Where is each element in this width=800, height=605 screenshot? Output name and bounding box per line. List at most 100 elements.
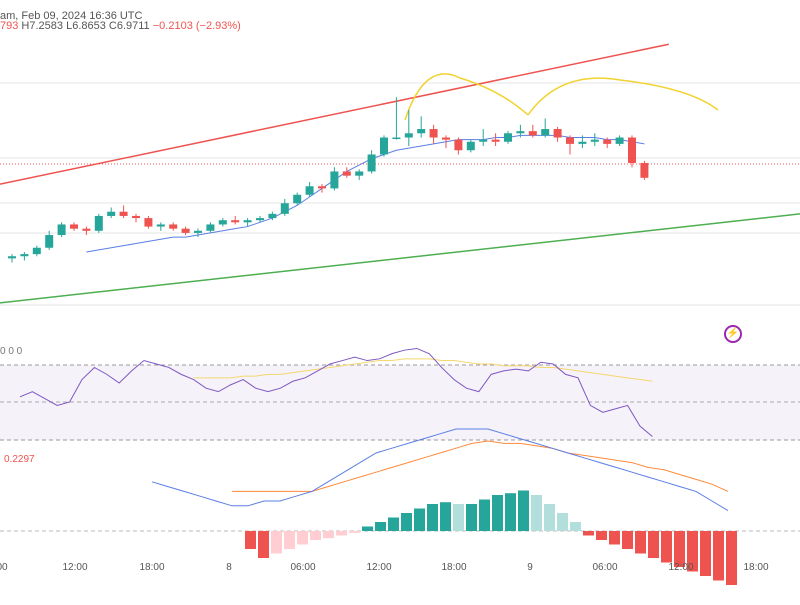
candle-body [57, 224, 66, 236]
macd-histogram-bar [505, 493, 516, 531]
macd-histogram-bar [401, 513, 412, 531]
candle-body [132, 215, 140, 219]
macd-histogram-bar [557, 513, 568, 531]
candle-body [194, 230, 202, 233]
macd-histogram-bar [570, 522, 581, 531]
low-value: L6.8653 [66, 20, 106, 32]
macd-histogram-bar [635, 531, 646, 554]
candle-body [380, 137, 388, 155]
candle-body [640, 162, 649, 178]
x-tick-label: 8 [226, 562, 232, 573]
close-value: C6.9711 [108, 20, 150, 32]
macd-histogram-bar [622, 531, 633, 549]
open-value: 793 [0, 20, 19, 32]
candle-body [94, 215, 103, 231]
macd-histogram-bar [661, 531, 672, 563]
candle-body [454, 139, 463, 151]
candle-body [181, 228, 190, 233]
macd-histogram-bar [700, 531, 711, 576]
candle-body [615, 137, 624, 144]
macd-histogram-bar [245, 531, 256, 549]
candle-body [231, 220, 240, 223]
candle-body [330, 171, 339, 189]
macd-histogram-bar [271, 531, 282, 554]
candle-body [429, 129, 438, 138]
candle-body [355, 171, 364, 176]
macd-histogram-bar [674, 531, 685, 567]
candle-body [603, 139, 612, 144]
candle-body [280, 203, 289, 214]
candle-body [20, 254, 29, 257]
candle-body [528, 131, 537, 136]
candle-body [32, 247, 41, 255]
candle-body [8, 256, 16, 259]
candle-body [156, 224, 165, 227]
macd-histogram-bar [336, 531, 347, 536]
macd-histogram-bar [440, 502, 451, 531]
candle-body [578, 141, 587, 144]
candle-body [392, 137, 401, 140]
candle-body [243, 220, 252, 223]
macd-signal-line [232, 440, 729, 492]
macd-histogram-bar [284, 531, 295, 549]
macd-histogram-bar [466, 504, 477, 531]
candle-body [541, 129, 550, 136]
candle-body [590, 139, 599, 142]
x-tick-label: 00 [0, 562, 8, 573]
candle-body [553, 129, 562, 138]
macd-histogram-bar [583, 531, 594, 536]
candle-body [293, 194, 302, 204]
change-value: −0.2103 (−2.93%) [152, 20, 241, 32]
macd-histogram-bar [596, 531, 607, 540]
candle-body [504, 133, 512, 142]
candle-body [628, 137, 636, 163]
macd-histogram-bar [531, 495, 542, 531]
macd-histogram-bar [687, 531, 698, 572]
x-tick-label: 18:00 [743, 562, 769, 573]
upper-trendline [0, 43, 669, 185]
macd-histogram-bar [362, 526, 373, 531]
macd-histogram-bar [713, 531, 724, 581]
candle-body [256, 218, 264, 221]
x-tick-label: 18:00 [441, 562, 467, 573]
candle-body [305, 186, 314, 195]
macd-histogram-bar [388, 517, 399, 531]
macd-histogram-bar [492, 495, 503, 531]
candle-body [566, 137, 574, 144]
macd-histogram-bar [427, 504, 438, 531]
high-value: H7.2583 [21, 20, 64, 32]
macd-histogram-bar [310, 531, 321, 540]
macd-histogram-bar [375, 522, 386, 531]
candle-body [144, 218, 153, 227]
candle-body [466, 141, 475, 151]
lightning-icon[interactable]: ⚡ [724, 325, 742, 343]
rsi-line [19, 347, 653, 437]
lower-trendline [0, 213, 800, 304]
candle-body [45, 235, 54, 248]
macd-histogram-bar [609, 531, 620, 545]
candle-body [318, 186, 326, 189]
candle-body [268, 213, 277, 219]
moving-average-line [86, 134, 645, 253]
macd-histogram-bar [544, 504, 555, 531]
candle-body [82, 228, 91, 231]
candle-body [119, 211, 128, 216]
x-tick-label: 9 [527, 562, 533, 573]
candle-body [206, 224, 215, 231]
candle-body [516, 131, 525, 134]
macd-histogram-bar [518, 490, 529, 531]
candle-body [107, 211, 116, 216]
candle-body [169, 224, 178, 229]
x-tick-label: 06:00 [290, 562, 316, 573]
macd-histogram-bar [648, 531, 659, 558]
x-tick-label: 06:00 [592, 562, 618, 573]
candle-body [404, 133, 413, 138]
candle-body [218, 220, 227, 225]
macd-histogram-bar [414, 508, 425, 531]
symbol-header: am, Feb 09, 2024 16:36 UTC [0, 10, 143, 22]
x-tick-label: 12:00 [668, 562, 694, 573]
candle-body [491, 139, 500, 142]
macd-histogram-bar [453, 504, 464, 531]
